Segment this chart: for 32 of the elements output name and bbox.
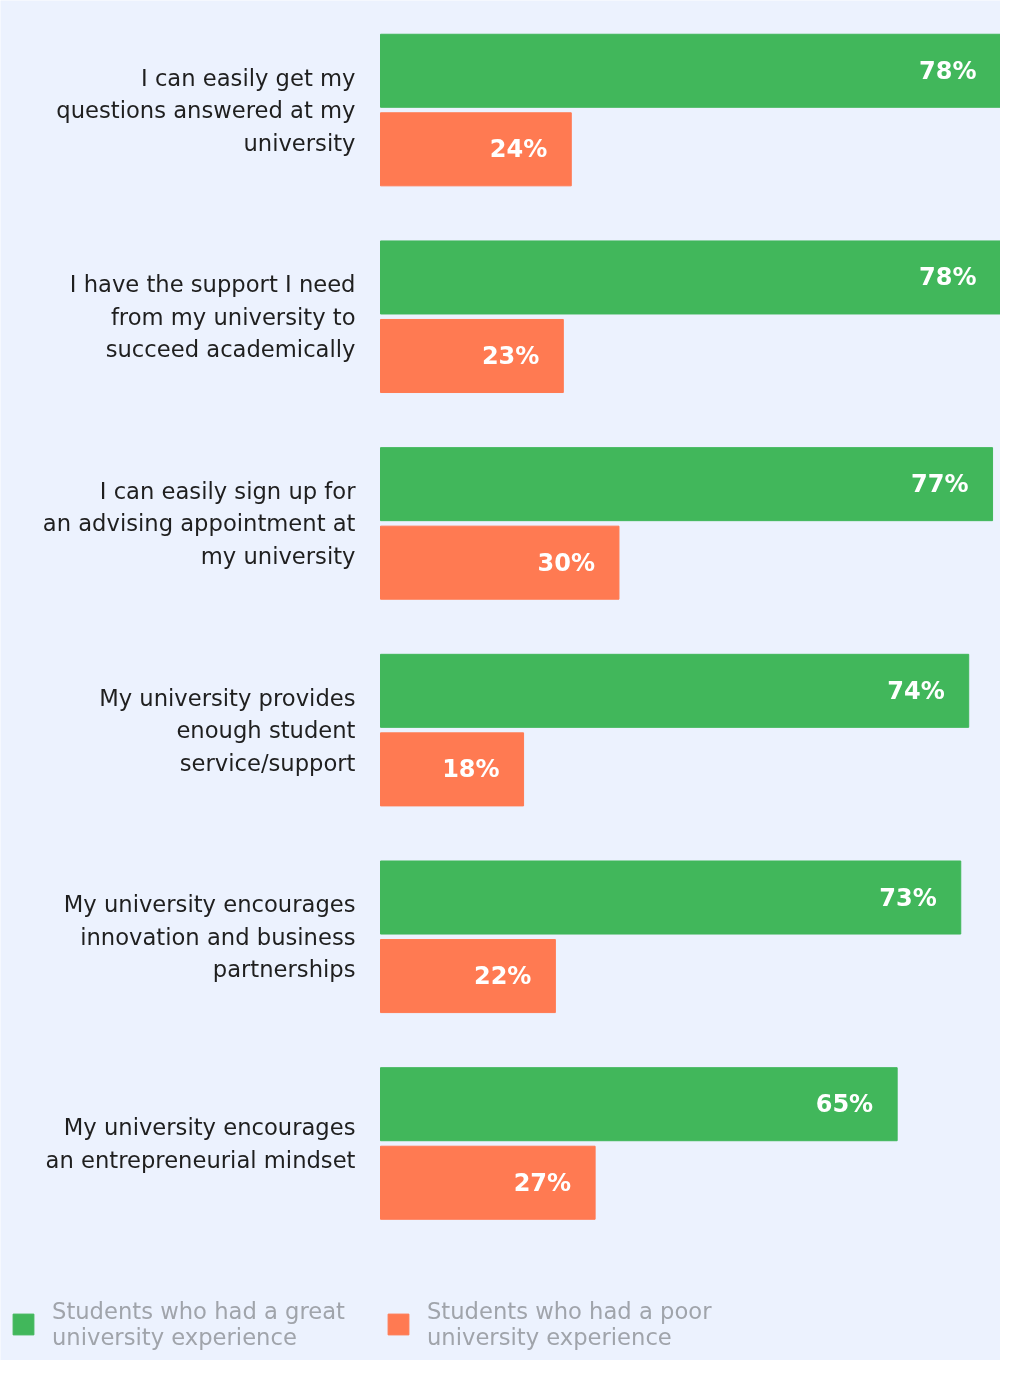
bar [380,240,1000,315]
bar [380,112,572,187]
y-tick-label: My university encourages innovation and business partnerships [63,891,356,983]
y-tick-label: My university encourages an entrepreneurial mindset [45,1114,356,1173]
data-label: 78% [919,56,977,85]
bar [380,1145,596,1220]
bar [380,939,556,1014]
data-label: 73% [879,883,937,912]
bar [380,447,994,522]
data-label: 77% [911,470,969,499]
legend-label: Students who had a great university experience [52,1298,345,1350]
data-label: 65% [815,1090,874,1119]
y-tick-label: My university provides enough student service/support [99,684,356,776]
data-label: 74% [887,676,945,705]
data-label: 18% [442,755,500,784]
y-tick-label: I can easily sign up for an advising appointment at my university [42,477,357,569]
bar [380,318,564,394]
bar [380,1067,898,1142]
data-label: 22% [473,962,532,991]
y-tick-label: I have the support I need from my university to succeed academically [69,271,356,363]
bar [380,33,1000,108]
bar [380,732,525,807]
legend-label: Students who had a poor university experience [426,1298,712,1350]
bar [380,860,962,935]
data-label: 27% [513,1168,572,1197]
bar [380,653,970,728]
data-label: 78% [919,263,977,292]
data-label: 23% [481,342,540,370]
bar [380,525,620,600]
y-tick-label: I can easily get my questions answered at my university [56,64,356,156]
data-label: 30% [537,548,595,577]
data-label: 24% [489,135,548,164]
